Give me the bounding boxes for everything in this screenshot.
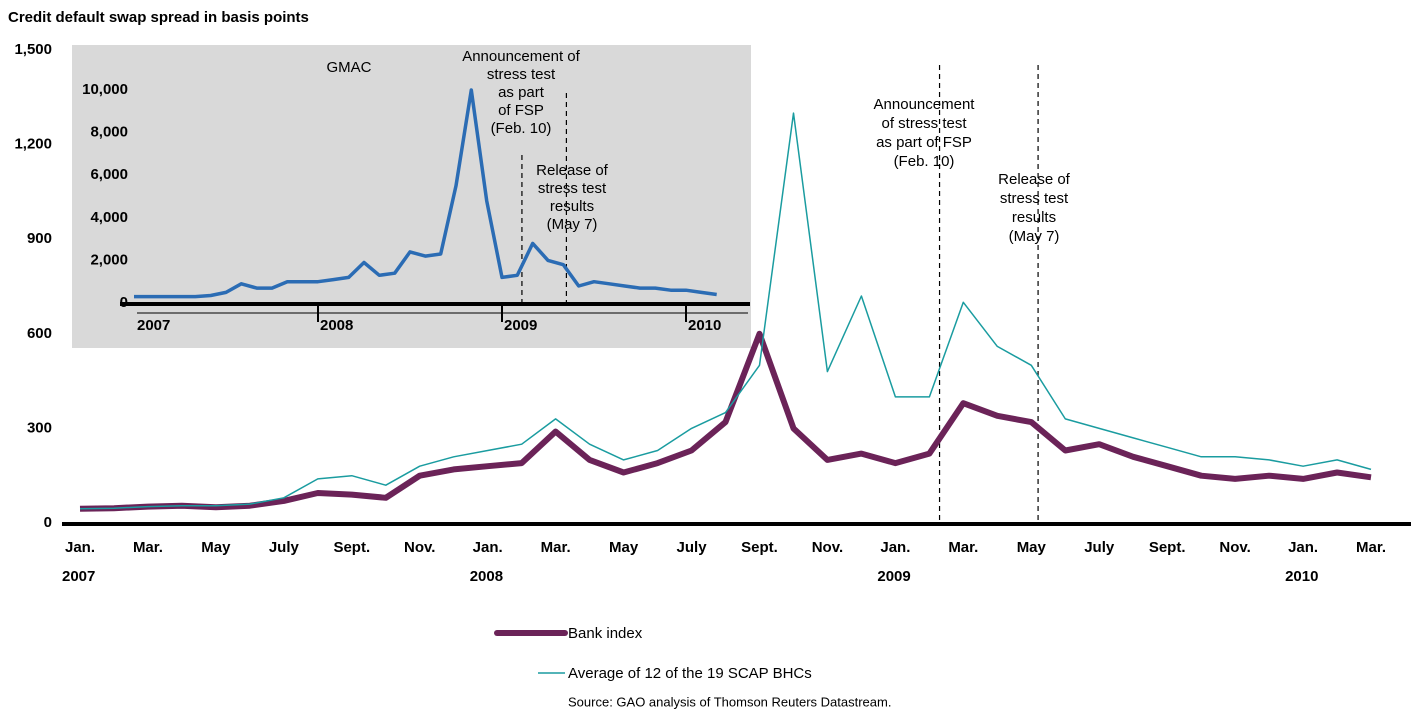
- x-tick-label: May: [201, 539, 231, 556]
- legend-label: Average of 12 of the 19 SCAP BHCs: [568, 665, 812, 682]
- chart-title: Credit default swap spread in basis poin…: [8, 9, 309, 26]
- data-line: [134, 88, 717, 299]
- x-tick-label: Mar.: [948, 539, 978, 556]
- annotation-text: of stress test: [881, 115, 967, 132]
- x-tick-label: Jan.: [473, 539, 503, 556]
- annotation-text: of FSP: [498, 102, 544, 119]
- annotation-text: results: [550, 198, 594, 215]
- x-tick-label: Sept.: [1149, 539, 1186, 556]
- x-tick-label: Jan.: [880, 539, 910, 556]
- annotation-text: Announcement: [874, 96, 976, 113]
- x-tick-label: Nov.: [404, 539, 435, 556]
- annotation-text: (Feb. 10): [491, 120, 552, 137]
- x-tick-label: May: [1017, 539, 1047, 556]
- legend-label: Bank index: [568, 625, 643, 642]
- data-line: [79, 330, 1372, 512]
- y-tick-label: 2,000: [90, 251, 128, 268]
- annotation-text: (May 7): [547, 216, 598, 233]
- x-tick-label: 2009: [504, 317, 537, 334]
- y-tick-label: 1,500: [14, 41, 52, 58]
- annotation-text: stress test: [487, 66, 556, 83]
- x-tick-label: July: [269, 539, 300, 556]
- x-tick-label: Mar.: [1356, 539, 1386, 556]
- x-tick-label: July: [1084, 539, 1115, 556]
- x-tick-label: 2008: [320, 317, 353, 334]
- annotation-text: stress test: [1000, 190, 1069, 207]
- annotation-text: Release of: [536, 162, 609, 179]
- annotation-text: Announcement of: [462, 48, 580, 65]
- x-tick-label: May: [609, 539, 639, 556]
- y-tick-label: 600: [27, 325, 52, 342]
- data-line: [79, 112, 1372, 510]
- y-tick-label: 10,000: [82, 81, 128, 98]
- annotation-text: (Feb. 10): [894, 153, 955, 170]
- x-tick-label: 2007: [137, 317, 170, 334]
- annotation-text: as part of FSP: [876, 134, 972, 151]
- annotation-text: stress test: [538, 180, 607, 197]
- annotation-text: as part: [498, 84, 545, 101]
- annotation-text: (May 7): [1009, 228, 1060, 245]
- x-tick-label: Sept.: [333, 539, 370, 556]
- x-tick-label: Mar.: [541, 539, 571, 556]
- year-label: 2008: [470, 568, 503, 585]
- x-tick-label: 2010: [688, 317, 721, 334]
- x-tick-label: Jan.: [1288, 539, 1318, 556]
- y-tick-label: 4,000: [90, 209, 128, 226]
- y-tick-label: 1,200: [14, 136, 52, 153]
- inset-title: GMAC: [327, 59, 372, 76]
- x-tick-label: Mar.: [133, 539, 163, 556]
- x-tick-label: Jan.: [65, 539, 95, 556]
- year-label: 2007: [62, 568, 95, 585]
- source-note: Source: GAO analysis of Thomson Reuters …: [568, 694, 891, 709]
- annotation-text: results: [1012, 209, 1056, 226]
- x-tick-label: Nov.: [1219, 539, 1250, 556]
- y-tick-label: 900: [27, 230, 52, 247]
- annotation-text: Release of: [998, 171, 1071, 188]
- x-tick-label: Sept.: [741, 539, 778, 556]
- x-tick-label: July: [677, 539, 708, 556]
- y-tick-label: 6,000: [90, 166, 128, 183]
- y-tick-label: 0: [44, 514, 52, 531]
- y-tick-label: 8,000: [90, 124, 128, 141]
- x-tick-label: Nov.: [812, 539, 843, 556]
- year-label: 2010: [1285, 568, 1318, 585]
- year-label: 2009: [877, 568, 910, 585]
- y-tick-label: 300: [27, 419, 52, 436]
